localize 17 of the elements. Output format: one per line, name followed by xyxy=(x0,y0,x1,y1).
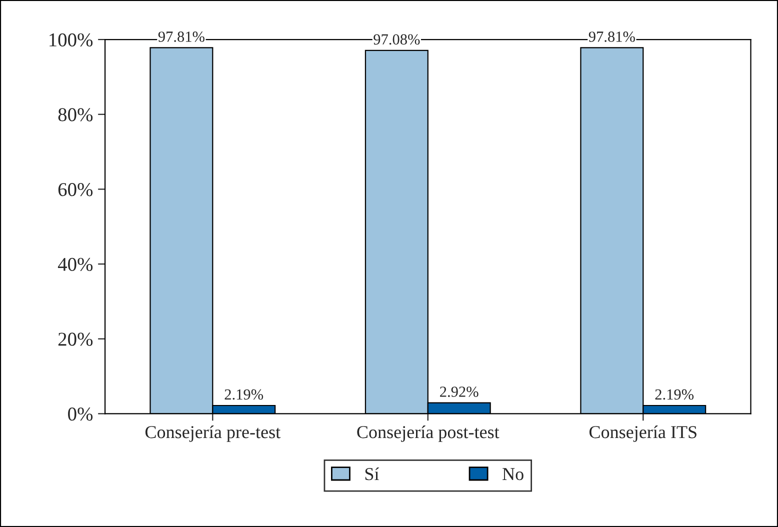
data-label: 97.08% xyxy=(374,34,420,45)
x-tick-label: Consejería post-test xyxy=(357,426,500,442)
x-tick-label: Consejería pre-test xyxy=(145,426,280,442)
legend-label: Sí xyxy=(365,467,380,480)
y-tick-label: 80% xyxy=(58,108,93,122)
y-tick-label: 40% xyxy=(58,258,93,272)
x-tick-label: Consejería ITS xyxy=(589,426,696,442)
y-tick-label: 0% xyxy=(68,408,93,421)
data-label: 97.81% xyxy=(588,32,635,42)
y-tick-label: 60% xyxy=(58,183,93,196)
y-tick-label: 100% xyxy=(50,33,93,47)
data-label: 2.19% xyxy=(224,389,264,400)
y-tick-label: 20% xyxy=(58,332,93,346)
legend-label: No xyxy=(502,468,524,480)
data-label: 2.19% xyxy=(655,389,694,400)
data-label: 2.92% xyxy=(440,386,478,397)
data-label: 97.81% xyxy=(158,32,204,42)
